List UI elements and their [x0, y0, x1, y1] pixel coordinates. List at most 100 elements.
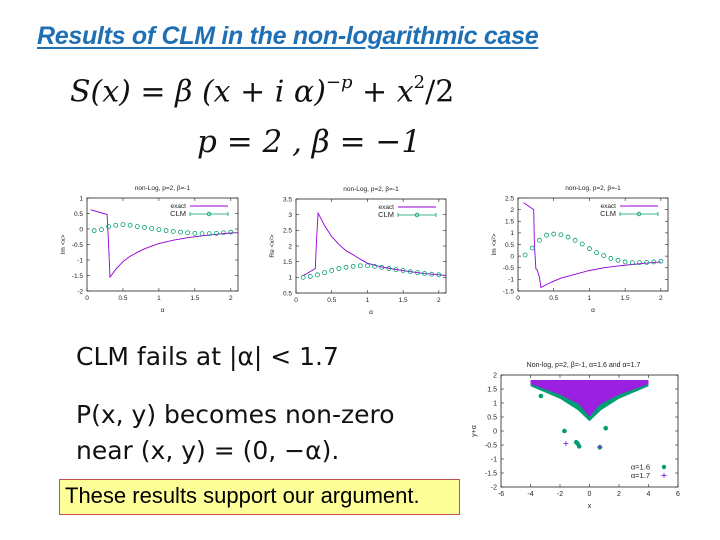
y-axis-label: Im <x> — [60, 234, 67, 254]
clm-point — [365, 263, 370, 269]
scatter-point-1.6 — [603, 425, 609, 431]
clm-point — [206, 231, 212, 237]
clm-point — [300, 274, 306, 280]
clm-point — [343, 264, 349, 270]
y-tick-label: 3 — [288, 212, 292, 219]
formula-rhs-a: + x — [352, 74, 414, 110]
legend-clm-label: CLM — [170, 209, 186, 218]
x-axis-label: x — [588, 503, 592, 510]
scatter-alpha-1.7-region — [530, 380, 649, 417]
x-tick-label: 1.5 — [621, 295, 630, 302]
x-tick-label: 0 — [294, 297, 298, 304]
y-tick-label: -2 — [77, 288, 83, 295]
chart-title: non-Log, p=2, β=-1 — [135, 185, 191, 192]
y-tick-label: 2 — [510, 207, 514, 214]
clm-point — [91, 228, 97, 233]
clm-point — [98, 227, 104, 233]
clm-point — [629, 260, 635, 266]
clm-point — [185, 230, 191, 236]
x-tick-label: 0.5 — [327, 297, 336, 304]
y-tick-label: 2 — [288, 243, 292, 250]
y-tick-label: 3.5 — [283, 196, 292, 203]
y-tick-label: -0.5 — [503, 265, 515, 272]
y-tick-label: 1 — [79, 195, 83, 202]
chart-im-x2: non-Log, p=2, β=-1 0 0.5 1 1.5 2 -1.5 -1 -0.5 0 0.… — [491, 185, 669, 314]
clm-point — [393, 267, 399, 272]
x-tick-label: -2 — [557, 491, 563, 498]
y-tick-label: -1.5 — [503, 288, 515, 295]
y-axis-label: y+α — [471, 425, 478, 437]
clm-point — [163, 228, 169, 233]
x-tick-label: 2 — [437, 297, 441, 304]
clm-point — [400, 268, 406, 273]
scatter-point-1.6 — [562, 428, 567, 434]
chart-title: non-Log, p=2, β=-1 — [565, 185, 621, 192]
formula-rhs-b: /2 — [425, 74, 455, 110]
clm-point — [127, 222, 133, 228]
clm-point — [537, 237, 542, 243]
x-tick-label: -4 — [527, 491, 533, 498]
clm-point — [594, 250, 599, 256]
x-tick-label: 1 — [157, 295, 161, 302]
scatter-point-1.6 — [576, 444, 582, 449]
y-tick-label: 0.5 — [283, 290, 292, 297]
clm-point — [170, 229, 176, 234]
clm-point — [113, 222, 119, 228]
clm-point — [134, 224, 140, 229]
clm-point — [601, 253, 607, 259]
y-tick-label: 0 — [510, 253, 514, 260]
x-tick-label: 0 — [516, 295, 520, 302]
clm-point — [637, 260, 642, 266]
clm-point — [572, 237, 578, 243]
clm-point — [379, 264, 385, 270]
y-tick-label: -1 — [77, 257, 83, 264]
formula-lhs: S(x) = β (x + i α) — [70, 74, 326, 110]
legend-alpha-1.6-label: α=1.6 — [631, 463, 650, 472]
y-tick-label: 1.5 — [505, 219, 514, 226]
y-tick-label: 2.5 — [505, 195, 514, 202]
clm-point — [350, 263, 356, 269]
y-tick-label: 1 — [510, 230, 514, 237]
y-tick-label: -0.5 — [485, 442, 497, 449]
y-tick-label: 2 — [493, 372, 497, 379]
scatter-point-1.7 — [597, 444, 603, 450]
clm-point — [615, 257, 621, 263]
y-tick-label: 0.5 — [505, 242, 514, 249]
clm-point — [156, 227, 162, 233]
action-formula: S(x) = β (x + i α)−p + x2/2 — [70, 72, 454, 110]
clm-point — [214, 230, 219, 236]
claim-p-location: near (x, y) = (0, −α). — [76, 436, 340, 465]
chart-im-x: non-Log, p=2, β=-1 0 0.5 1 1.5 2 -2 -1.5 -1 -0.5 0… — [60, 185, 239, 314]
clm-point — [558, 232, 564, 238]
clm-point — [422, 271, 427, 276]
x-tick-label: 1.5 — [399, 297, 408, 304]
y-tick-label: -1 — [508, 277, 514, 284]
x-tick-label: 4 — [647, 491, 651, 498]
x-tick-label: 2 — [659, 295, 663, 302]
legend-alpha-1.7-marker — [661, 473, 667, 478]
exact-curve — [90, 209, 239, 279]
y-tick-label: 1.5 — [283, 259, 292, 266]
chart-title: Non-log, p=2, β=-1, α=1.6 and α=1.7 — [527, 362, 641, 369]
x-tick-label: 0.5 — [549, 295, 558, 302]
slide-title: Results of CLM in the non-logarithmic ca… — [37, 22, 539, 50]
x-tick-label: 2 — [229, 295, 233, 302]
y-tick-label: -2 — [491, 484, 497, 491]
clm-point — [651, 259, 657, 265]
x-tick-label: 2 — [617, 491, 621, 498]
clm-point — [199, 231, 205, 237]
x-axis-label: α — [161, 307, 165, 314]
x-tick-label: 0.5 — [118, 295, 127, 302]
clm-point — [622, 259, 628, 265]
parameter-formula: p = 2 , β = −1 — [197, 124, 422, 160]
scatter-point-1.7 — [609, 387, 615, 393]
exact-curve — [523, 202, 661, 289]
chart-distribution-scatter: Non-log, p=2, β=-1, α=1.6 and α=1.7 -6 -4 -… — [471, 362, 680, 510]
clm-point — [407, 269, 413, 275]
clm-point — [329, 268, 335, 273]
legend-exact-label: exact — [600, 203, 616, 210]
x-tick-label: 1.5 — [190, 295, 199, 302]
legend-alpha-1.6-marker — [661, 464, 667, 470]
y-tick-label: -1 — [491, 456, 497, 463]
